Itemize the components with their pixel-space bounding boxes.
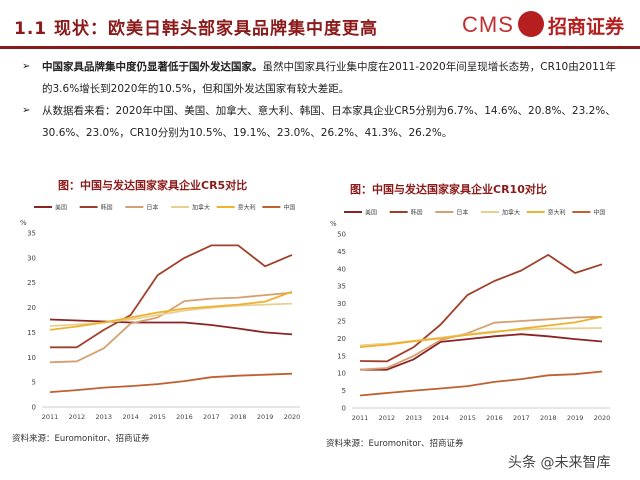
series-line bbox=[49, 372, 293, 393]
cr10-line-chart: 美国 韩国 日本 加拿大 意大利 中国% 0 5 10 15 20 25 30 35 40 45 50 2011 2… bbox=[330, 209, 611, 423]
x-tick-label: 2014 bbox=[122, 413, 139, 421]
series-line bbox=[359, 315, 603, 371]
x-tick-label: 2017 bbox=[513, 414, 530, 422]
cr5-line-chart: 美国 韩国 日本 加拿大 意大利 中国% 0 5 10 15 20 25 30 35 2011 2012 201… bbox=[20, 204, 301, 422]
y-tick-label: 35 bbox=[337, 283, 346, 291]
y-tick-label: 0 bbox=[32, 404, 36, 412]
legend-label: 意大利 bbox=[548, 209, 566, 217]
chart-title-cr5: 图：中国与发达国家家具企业CR5对比 bbox=[58, 179, 248, 192]
series-line bbox=[49, 290, 293, 331]
y-tick-label: 15 bbox=[337, 352, 346, 360]
bullet-text: 虽然中国家具行业集中度在2011-2020年间呈现增长态势，CR10由2011年… bbox=[42, 61, 616, 95]
bullet-item: ➢ 中国家具品牌集中度仍显著低于国外发达国家。虽然中国家具行业集中度在2011-… bbox=[22, 56, 626, 100]
y-tick-label: 25 bbox=[337, 318, 346, 326]
watermark: 头条 @未来智库 bbox=[508, 455, 611, 471]
chart-source-cr10: 资料来源：Euromonitor、招商证券 bbox=[326, 439, 464, 449]
series-line bbox=[359, 254, 603, 363]
x-tick-label: 2019 bbox=[567, 414, 584, 422]
series-line bbox=[360, 333, 603, 371]
x-tick-label: 2017 bbox=[203, 413, 220, 421]
bullet-bold-text: 中国家具品牌集中度仍显著低于国外发达国家。 bbox=[42, 61, 263, 73]
y-tick-label: 30 bbox=[27, 254, 36, 262]
y-tick-label: 5 bbox=[32, 379, 36, 387]
y-tick-label: 35 bbox=[27, 230, 36, 238]
y-tick-label: 20 bbox=[27, 304, 36, 312]
x-tick-label: 2020 bbox=[594, 414, 611, 422]
legend-label: 美国 bbox=[55, 204, 67, 212]
x-tick-label: 2016 bbox=[486, 414, 503, 422]
logo-cms: CMS bbox=[462, 12, 514, 37]
legend-label: 中国 bbox=[593, 209, 605, 217]
bullet-list: ➢ 中国家具品牌集中度仍显著低于国外发达国家。虽然中国家具行业集中度在2011-… bbox=[22, 56, 626, 144]
x-tick-label: 2018 bbox=[230, 413, 247, 421]
y-tick-label: 10 bbox=[27, 354, 36, 362]
header-divider bbox=[0, 46, 640, 49]
legend-label: 日本 bbox=[146, 204, 158, 212]
x-tick-label: 2018 bbox=[540, 414, 557, 422]
x-tick-label: 2012 bbox=[379, 414, 396, 422]
bullet-item: ➢ 从数据看来看：2020年中国、美国、加拿大、意大利、韩国、日本家具企业CR5… bbox=[22, 100, 626, 144]
y-tick-label: 15 bbox=[27, 329, 36, 337]
y-tick-label: 50 bbox=[337, 231, 346, 239]
series-line bbox=[359, 370, 603, 397]
series-line bbox=[49, 291, 293, 364]
chart-title-cr10: 图：中国与发达国家家具企业CR10对比 bbox=[350, 183, 547, 196]
legend-label: 美国 bbox=[365, 209, 377, 217]
series-line bbox=[49, 302, 293, 327]
x-tick-label: 2020 bbox=[284, 413, 301, 421]
y-tick-label: 45 bbox=[337, 248, 346, 256]
brand-logo: CMS 招商证券 bbox=[462, 9, 628, 41]
x-tick-label: 2016 bbox=[176, 413, 193, 421]
legend-label: 加拿大 bbox=[192, 204, 210, 212]
x-tick-label: 2019 bbox=[257, 413, 274, 421]
logo-mark-icon bbox=[518, 11, 544, 37]
x-tick-label: 2011 bbox=[352, 414, 369, 422]
arrow-icon: ➢ bbox=[22, 105, 31, 116]
series-line bbox=[359, 315, 603, 348]
y-tick-label: 10 bbox=[337, 370, 346, 378]
y-tick-label: 40 bbox=[337, 265, 346, 273]
x-tick-label: 2014 bbox=[432, 414, 449, 422]
bullet-text: 从数据看来看：2020年中国、美国、加拿大、意大利、韩国、日本家具企业CR5分别… bbox=[42, 105, 616, 139]
x-tick-label: 2015 bbox=[459, 414, 476, 422]
x-tick-label: 2013 bbox=[406, 414, 423, 422]
legend-label: 中国 bbox=[283, 204, 295, 212]
y-tick-label: 20 bbox=[337, 335, 346, 343]
y-tick-label: 30 bbox=[337, 300, 346, 308]
legend-label: 日本 bbox=[456, 209, 468, 217]
series-line bbox=[49, 318, 293, 336]
chart-source-cr5: 资料来源：Euromonitor、招商证券 bbox=[12, 434, 150, 444]
arrow-icon: ➢ bbox=[22, 61, 31, 72]
y-tick-label: 0 bbox=[342, 405, 346, 413]
y-unit-label: % bbox=[330, 220, 337, 228]
legend-label: 加拿大 bbox=[502, 209, 520, 217]
page-title: 1.1 现状：欧美日韩头部家具品牌集中度更高 bbox=[14, 19, 379, 39]
y-tick-label: 5 bbox=[342, 387, 346, 395]
legend-label: 韩国 bbox=[101, 204, 113, 212]
legend-label: 韩国 bbox=[411, 209, 423, 217]
legend-label: 意大利 bbox=[238, 204, 256, 212]
y-unit-label: % bbox=[20, 219, 27, 227]
logo-text: 招商证券 bbox=[548, 16, 625, 38]
x-tick-label: 2013 bbox=[96, 413, 113, 421]
y-tick-label: 25 bbox=[27, 279, 36, 287]
x-tick-label: 2012 bbox=[69, 413, 86, 421]
x-tick-label: 2011 bbox=[42, 413, 59, 421]
series-line bbox=[50, 244, 293, 349]
x-tick-label: 2015 bbox=[149, 413, 166, 421]
